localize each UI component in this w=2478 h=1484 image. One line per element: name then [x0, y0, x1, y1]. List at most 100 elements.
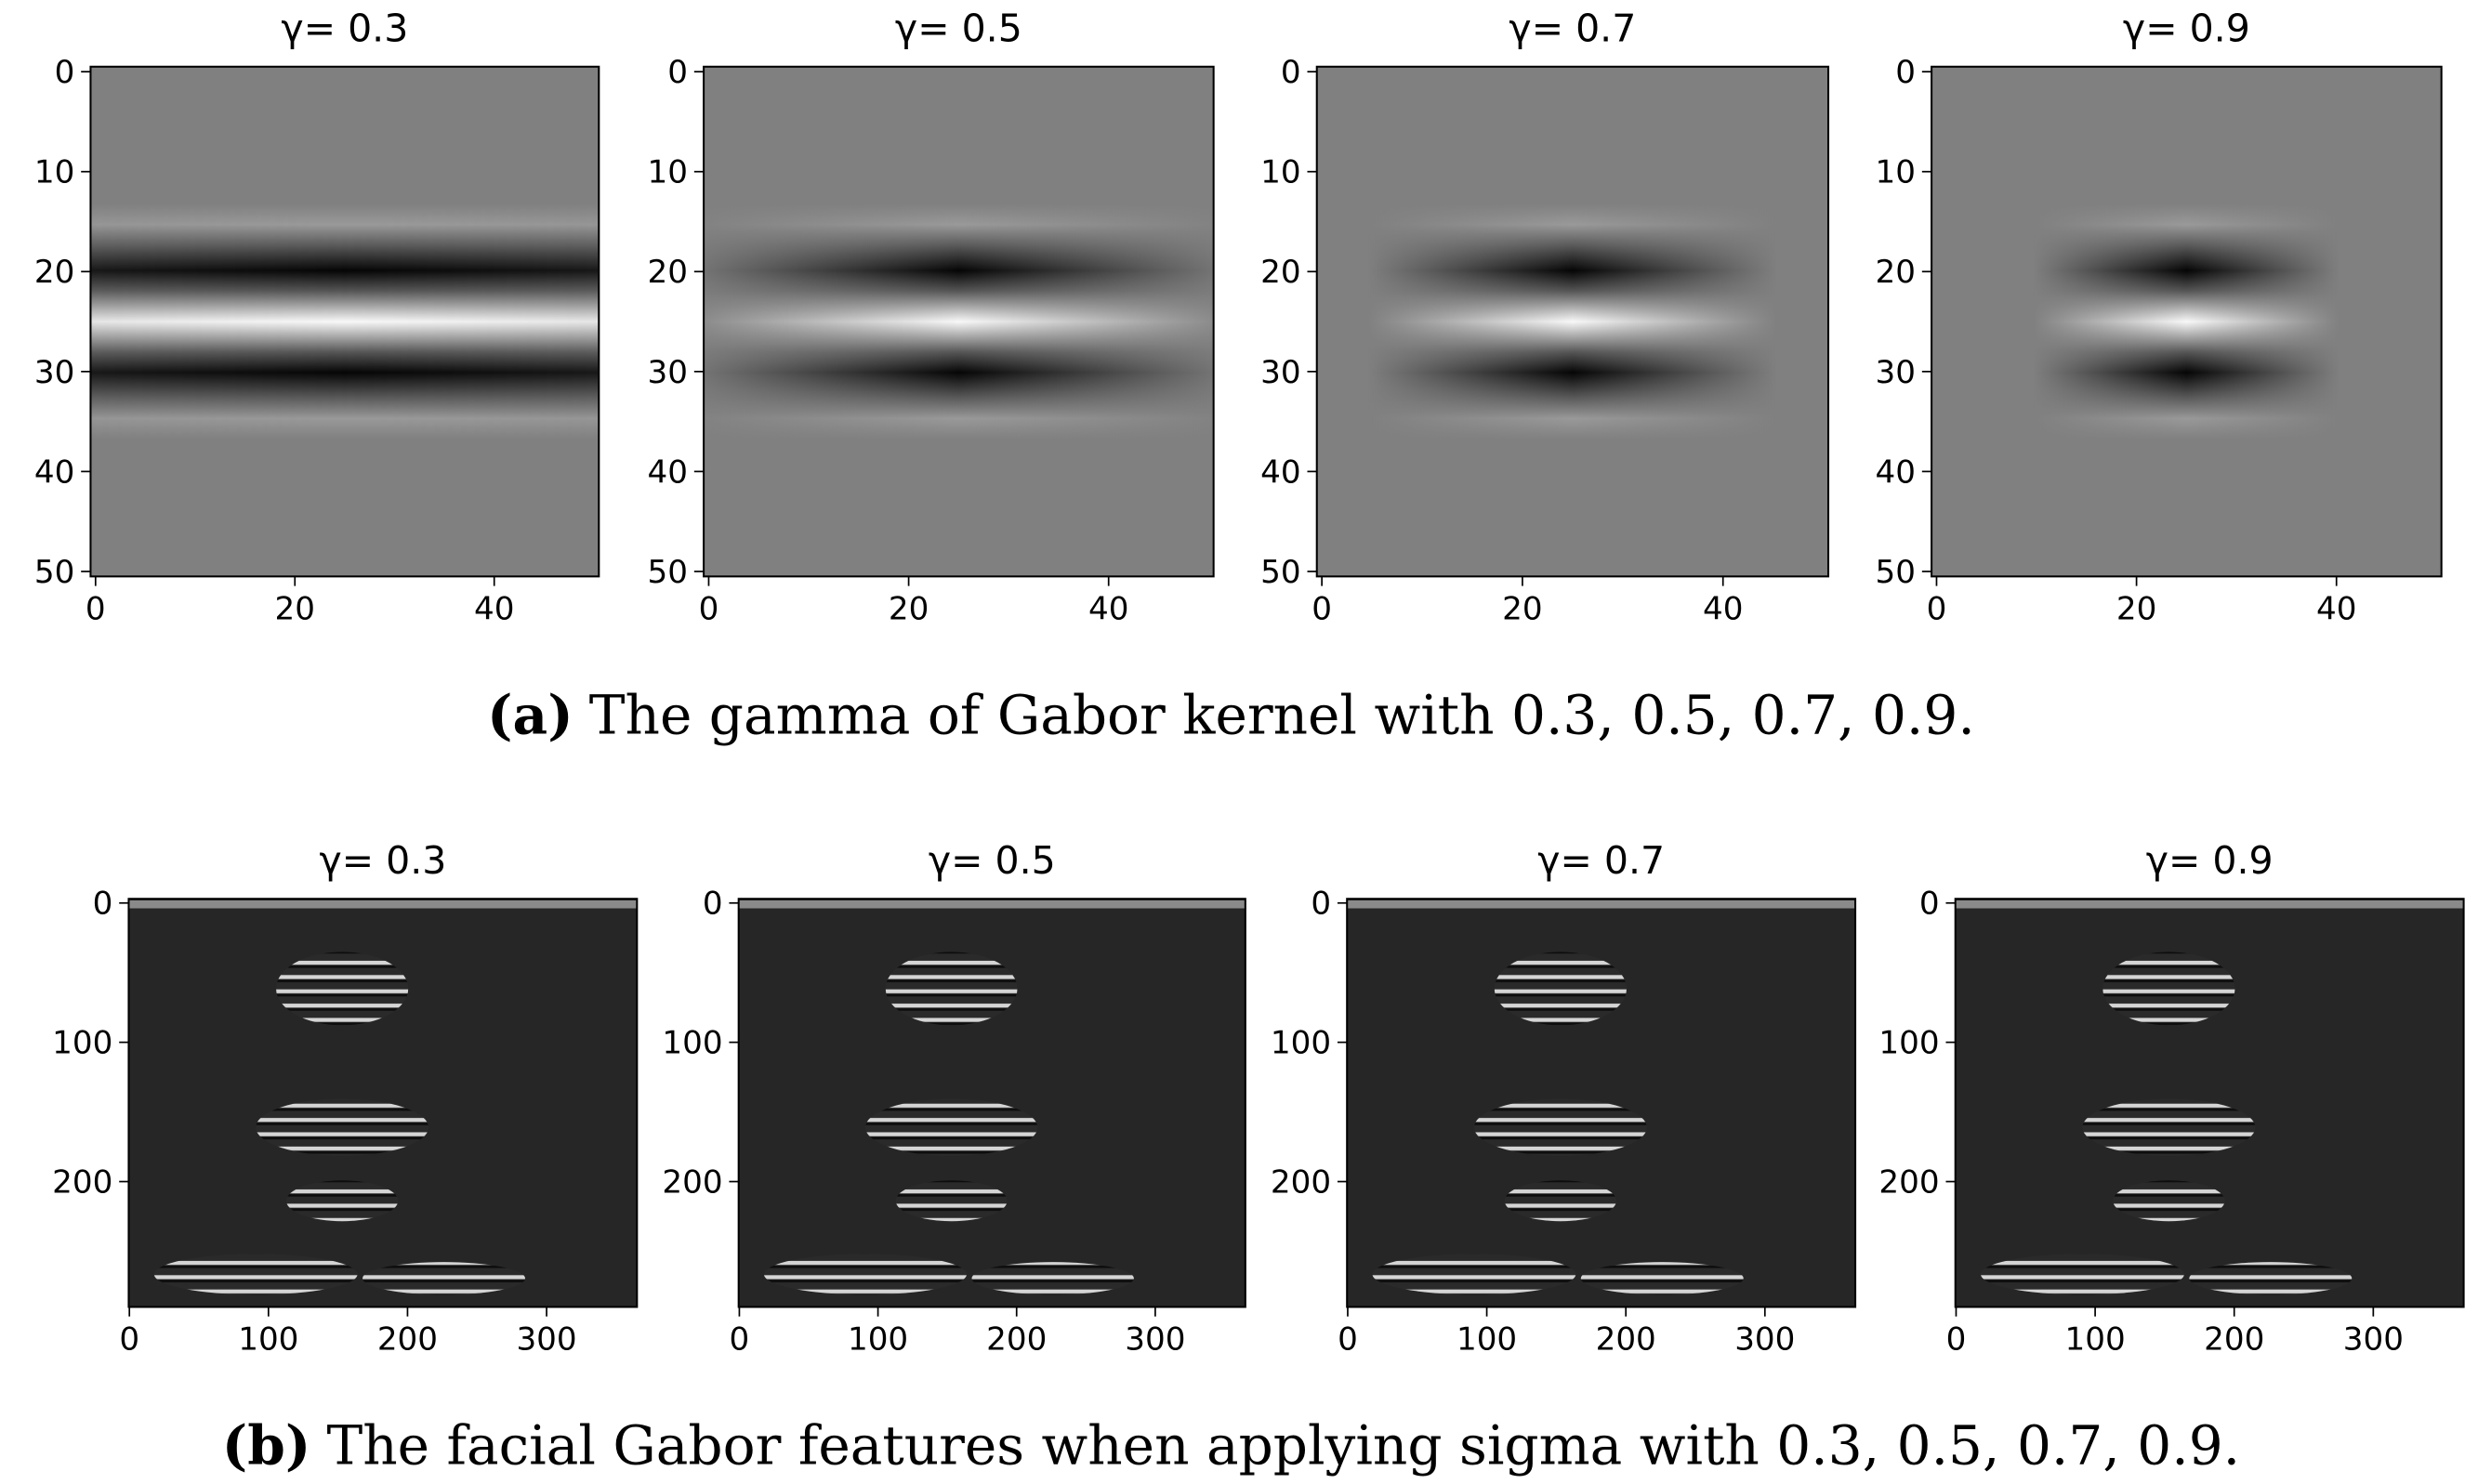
y-tick-label: 10	[1260, 154, 1300, 191]
y-tick-label: 0	[1281, 54, 1301, 91]
y-tick-label: 0	[1919, 886, 1940, 923]
x-tick-label: 200	[377, 1321, 438, 1359]
feature-stripes	[1473, 1098, 1647, 1156]
axes-frame	[1954, 898, 2465, 1308]
axes-frame	[737, 898, 1246, 1308]
axes-frame	[1931, 65, 2443, 578]
x-tick-label: 0	[730, 1321, 750, 1359]
feature-stripes	[276, 952, 409, 1026]
x-tick-label: 100	[848, 1321, 908, 1359]
x-tick-label: 300	[516, 1321, 576, 1359]
feature-stripes	[1504, 1180, 1617, 1222]
y-tick-label: 40	[1260, 453, 1300, 491]
axes-frame	[127, 898, 639, 1308]
x-tick-label: 40	[2316, 590, 2356, 627]
y-tick-label: 10	[34, 154, 74, 191]
feature-stripes	[285, 1180, 399, 1222]
y-tick-label: 40	[648, 453, 688, 491]
y-tick-label: 30	[34, 354, 74, 391]
x-tick-label: 20	[1502, 590, 1542, 627]
feature-stripes	[971, 1262, 1134, 1295]
image-top-edge	[128, 900, 638, 909]
kernel-image	[704, 66, 1214, 577]
panel-title: γ= 0.9	[2146, 838, 2274, 883]
x-tick-label: 20	[275, 590, 315, 627]
feature-stripes	[2102, 952, 2235, 1026]
feature-stripes	[1372, 1254, 1576, 1295]
caption-text: The gamma of Gabor kernel with 0.3, 0.5,…	[589, 684, 1975, 747]
panel-title: γ= 0.3	[281, 6, 408, 50]
x-tick-label: 300	[1125, 1321, 1185, 1359]
feature-stripes	[2082, 1098, 2256, 1156]
x-tick-label: 20	[2116, 590, 2156, 627]
y-tick-label: 200	[52, 1164, 112, 1202]
feature-stripes	[885, 952, 1018, 1026]
image-top-edge	[738, 900, 1246, 909]
x-tick-label: 100	[238, 1321, 298, 1359]
panel-title: γ= 0.5	[895, 6, 1022, 50]
y-tick-label: 20	[648, 254, 688, 291]
y-tick-label: 100	[1271, 1025, 1331, 1062]
y-tick-label: 20	[34, 254, 74, 291]
y-tick-label: 10	[1876, 154, 1916, 191]
feature-stripes	[362, 1262, 526, 1295]
x-tick-label: 0	[1338, 1321, 1358, 1359]
y-tick-label: 100	[1878, 1025, 1939, 1062]
axes-frame	[1346, 898, 1857, 1308]
x-tick-label: 100	[1456, 1321, 1517, 1359]
y-tick-label: 20	[1876, 254, 1916, 291]
feature-stripes	[895, 1180, 1008, 1222]
y-tick-label: 0	[703, 886, 723, 923]
y-tick-label: 40	[1876, 453, 1916, 491]
feature-stripes	[763, 1254, 968, 1295]
feature-stripes	[864, 1098, 1038, 1156]
y-tick-label: 200	[662, 1164, 722, 1202]
y-tick-label: 100	[52, 1025, 112, 1062]
y-tick-label: 50	[648, 554, 688, 591]
x-tick-label: 40	[1088, 590, 1128, 627]
y-tick-label: 30	[648, 354, 688, 391]
x-tick-label: 0	[86, 590, 106, 627]
x-tick-label: 40	[474, 590, 514, 627]
kernel-image	[90, 66, 600, 577]
x-tick-label: 0	[699, 590, 719, 627]
x-tick-label: 300	[1734, 1321, 1795, 1359]
y-tick-label: 50	[1260, 554, 1300, 591]
x-tick-label: 100	[2064, 1321, 2125, 1359]
x-tick-label: 0	[1927, 590, 1947, 627]
caption: (b) The facial Gabor features when applyi…	[222, 1413, 2240, 1477]
y-tick-label: 0	[1311, 886, 1331, 923]
y-tick-label: 0	[93, 886, 113, 923]
x-tick-label: 200	[986, 1321, 1047, 1359]
y-tick-label: 0	[667, 54, 688, 91]
y-tick-label: 20	[1260, 254, 1300, 291]
y-tick-label: 10	[648, 154, 688, 191]
feature-stripes	[1580, 1262, 1744, 1295]
y-tick-label: 30	[1876, 354, 1916, 391]
x-tick-label: 0	[119, 1321, 139, 1359]
image-top-edge	[1955, 900, 2464, 909]
caption-text: The facial Gabor features when applying …	[326, 1414, 2240, 1477]
x-tick-label: 40	[1703, 590, 1743, 627]
kernel-image	[1316, 66, 1829, 577]
y-tick-label: 0	[1895, 54, 1916, 91]
y-tick-label: 50	[1876, 554, 1916, 591]
caption: (a) The gamma of Gabor kernel with 0.3, 0…	[487, 683, 1975, 747]
panel-title: γ= 0.3	[319, 838, 446, 883]
y-tick-label: 30	[1260, 354, 1300, 391]
feature-stripes	[1494, 952, 1627, 1026]
x-tick-label: 20	[889, 590, 929, 627]
caption-label: (a)	[487, 683, 573, 747]
y-tick-label: 0	[55, 54, 75, 91]
panel-title: γ= 0.5	[929, 838, 1056, 883]
y-tick-label: 40	[34, 453, 74, 491]
panel-title: γ= 0.9	[2123, 6, 2250, 50]
panel-title: γ= 0.7	[1537, 838, 1665, 883]
x-tick-label: 300	[2343, 1321, 2404, 1359]
x-tick-label: 200	[1596, 1321, 1656, 1359]
feature-stripes	[1981, 1254, 2184, 1295]
feature-stripes	[153, 1254, 358, 1295]
image-top-edge	[1347, 900, 1856, 909]
feature-stripes	[2113, 1180, 2225, 1222]
axes-frame	[1315, 65, 1830, 578]
